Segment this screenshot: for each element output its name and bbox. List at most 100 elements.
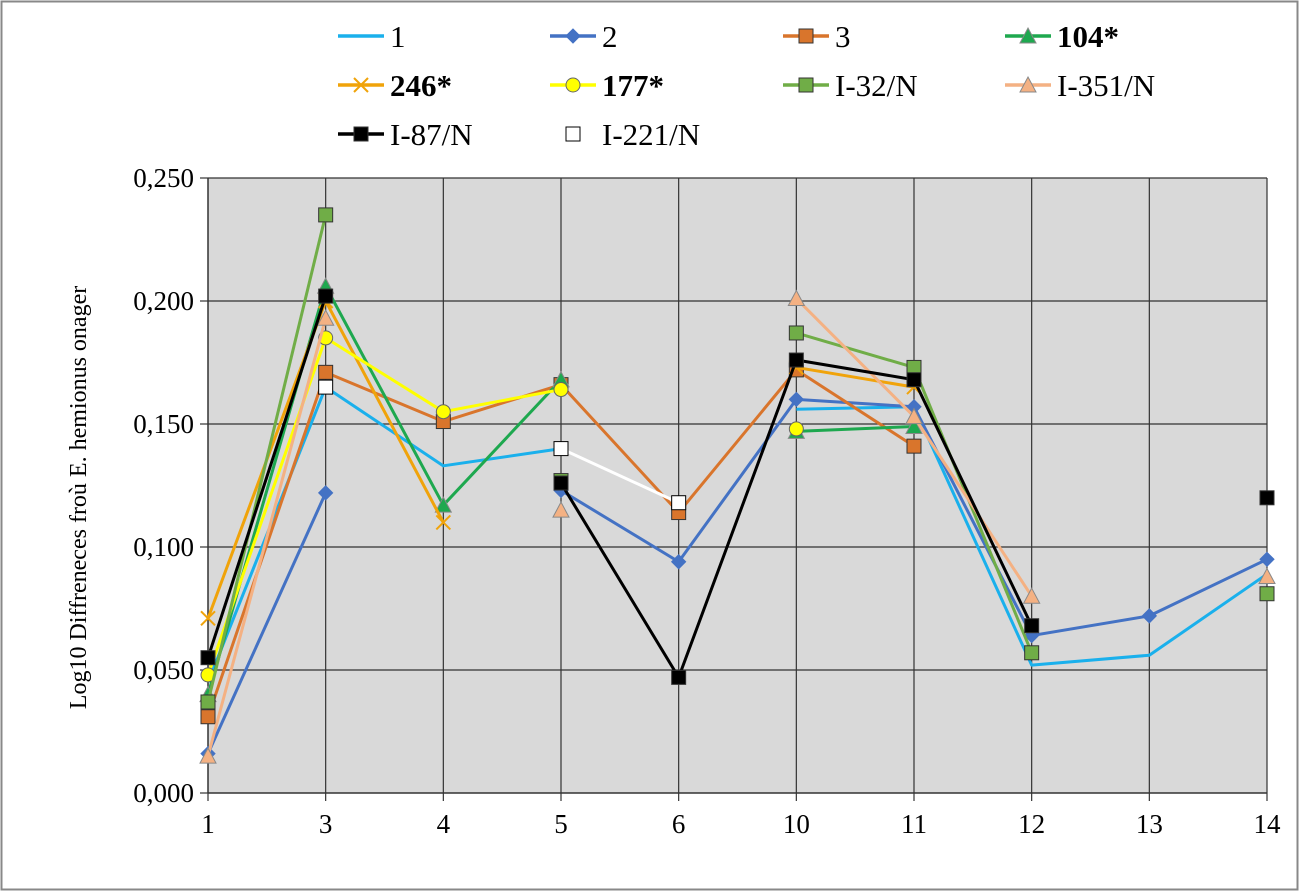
series-177-point [553,382,569,398]
legend-swatch-marker [798,28,814,44]
series-i351n-line [206,317,328,757]
plot-area [208,178,1267,793]
x-tick-label: 1 [201,809,215,839]
legend-item-1: 1 [338,19,406,54]
y-tick-label: 0,100 [133,532,194,562]
x-tick-label: 3 [319,809,333,839]
series-i351n-point [1258,567,1276,585]
series-177-line [206,336,562,676]
x-tick-label: 11 [901,809,927,839]
series-2-point [788,391,805,408]
x-tick-label: 4 [437,809,451,839]
legend-item-i221n: I-221/N [565,117,700,152]
series-2-point [1259,551,1275,568]
y-tick-label: 0,150 [133,409,194,439]
series-i221n [318,379,687,511]
legend-label: I-221/N [602,117,700,152]
series-1-line [796,405,1268,667]
series-i351n-point [787,289,806,307]
series-104-point [905,417,923,434]
legend-item-2: 2 [550,19,618,54]
legend-item-i351n: I-351/N [1005,68,1155,103]
series-2-point [670,554,687,570]
legend-swatch-marker [565,28,581,44]
series-i32n-point [318,207,334,223]
legend-label: 1 [390,19,406,54]
series-104-point [434,496,453,513]
series-i351n-point [905,407,923,425]
series-i32n-point [1024,645,1040,661]
legend-swatch-marker [1019,75,1037,93]
y-tick-label: 0,200 [133,286,194,316]
legend: 1 2 3 104* 246* 177* I-32/N I-351/N I-87/N I-221/… [338,19,1155,152]
x-tick-label: 14 [1254,809,1282,839]
legend-item-246: 246* [338,68,452,103]
series-177-point [788,421,804,437]
x-tick-label: 10 [783,809,810,839]
legend-label: 104* [1057,19,1119,54]
x-tick-label: 12 [1018,809,1045,839]
series-i87n-line [206,295,328,659]
legend-swatch-marker [1019,26,1037,44]
series-i221n-point [318,379,334,395]
legend-swatch-marker [798,77,814,93]
series-i32n-line [206,214,328,703]
series-i32n-point [788,325,804,341]
series-177-point [435,404,451,420]
series-2-line [206,492,328,755]
y-tick-label: 0,250 [133,163,194,193]
series-i351n-point [316,309,335,326]
series-i32n-point [200,694,216,710]
x-tick-label: 13 [1136,809,1163,839]
series-i87n-point [200,650,216,666]
legend-swatch-marker [565,77,581,93]
y-tick-label: 0,050 [133,655,194,685]
series-3-point [318,364,334,380]
series-i87n [200,288,1275,685]
series-246-point [200,610,216,627]
legend-label: 2 [602,19,618,54]
series-i87n-point [671,669,687,685]
series-104-line [796,424,915,433]
legend-item-i32n: I-32/N [783,68,918,103]
legend-label: I-351/N [1057,68,1155,103]
legend-label: 246* [390,68,452,103]
legend-item-177: 177* [550,68,664,103]
series-i87n-point [553,475,569,491]
series-i351n-point [199,747,217,764]
series-i87n-point [1024,618,1040,634]
legend-label: 3 [835,19,851,54]
gridlines [208,177,1268,793]
y-axis-title: Log10 Diffreneces froù E. hemionus onage… [66,286,92,709]
legend-item-i87n: I-87/N [338,117,473,152]
series-246-line [796,365,915,389]
legend-label: 177* [602,68,664,103]
legend-swatch-marker [353,126,369,142]
series-i351n [199,289,1276,764]
legend-swatch-marker [565,126,581,142]
legend-swatch-marker [353,77,369,93]
series-i87n-point [906,372,922,388]
series-i87n-point [788,352,804,368]
series-177 [200,330,804,683]
legend-label: I-87/N [390,117,473,152]
series-3-point [906,438,922,454]
series-i221n-point [553,441,569,457]
legend-label: I-32/N [835,68,918,103]
series-246-point [435,514,452,531]
series-104-line [206,284,563,696]
series-i351n-point [1022,587,1041,604]
series-i221n-point [671,495,687,511]
x-tick-label: 6 [672,809,686,839]
series-2-point [1141,608,1158,624]
x-tick-label: 5 [554,809,568,839]
legend-item-3: 3 [783,19,851,54]
y-tick-label: 0,000 [133,778,194,808]
series-3-point [200,709,216,725]
legend-item-104: 104* [1005,19,1119,54]
series-i351n-point [552,501,570,518]
series-2-point [317,485,334,501]
